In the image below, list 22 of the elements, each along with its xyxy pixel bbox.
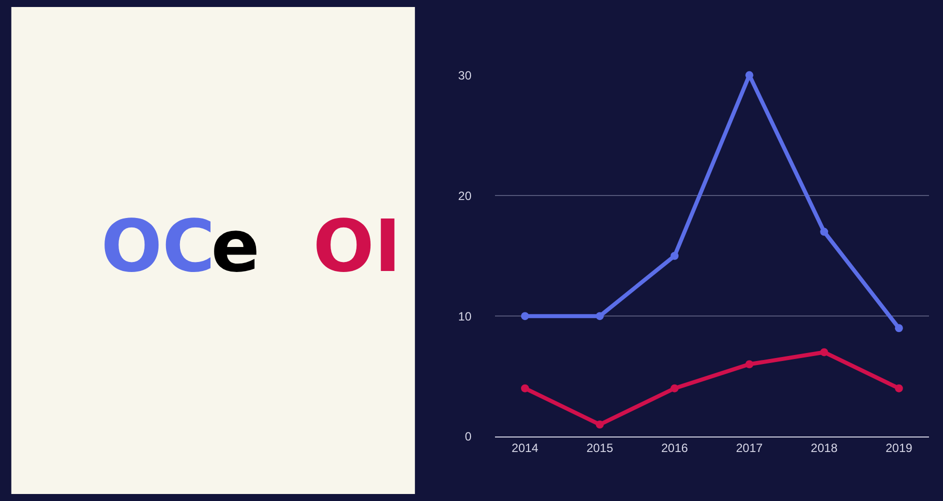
x-tick-label: 2017	[736, 440, 764, 455]
point	[596, 312, 604, 320]
point	[820, 228, 828, 236]
y-tick-label: 10	[458, 309, 472, 324]
x-tick-label: 2014	[512, 440, 539, 455]
point	[521, 312, 529, 320]
point	[820, 348, 828, 356]
x-tick-label: 2015	[586, 440, 614, 455]
x-tick-label: 2016	[661, 440, 688, 455]
point	[894, 384, 903, 392]
point	[670, 252, 679, 260]
y-tick-label: 20	[458, 188, 472, 203]
y-tick-label: 0	[464, 430, 472, 444]
point	[745, 360, 754, 368]
x-tick-label: 2018	[810, 440, 838, 455]
x-tick-label: 2019	[886, 440, 913, 455]
point	[670, 384, 679, 392]
point	[894, 324, 903, 332]
y-tick-label: 30	[458, 68, 472, 82]
text: OI	[313, 204, 401, 288]
point	[596, 420, 604, 428]
point	[521, 384, 529, 392]
